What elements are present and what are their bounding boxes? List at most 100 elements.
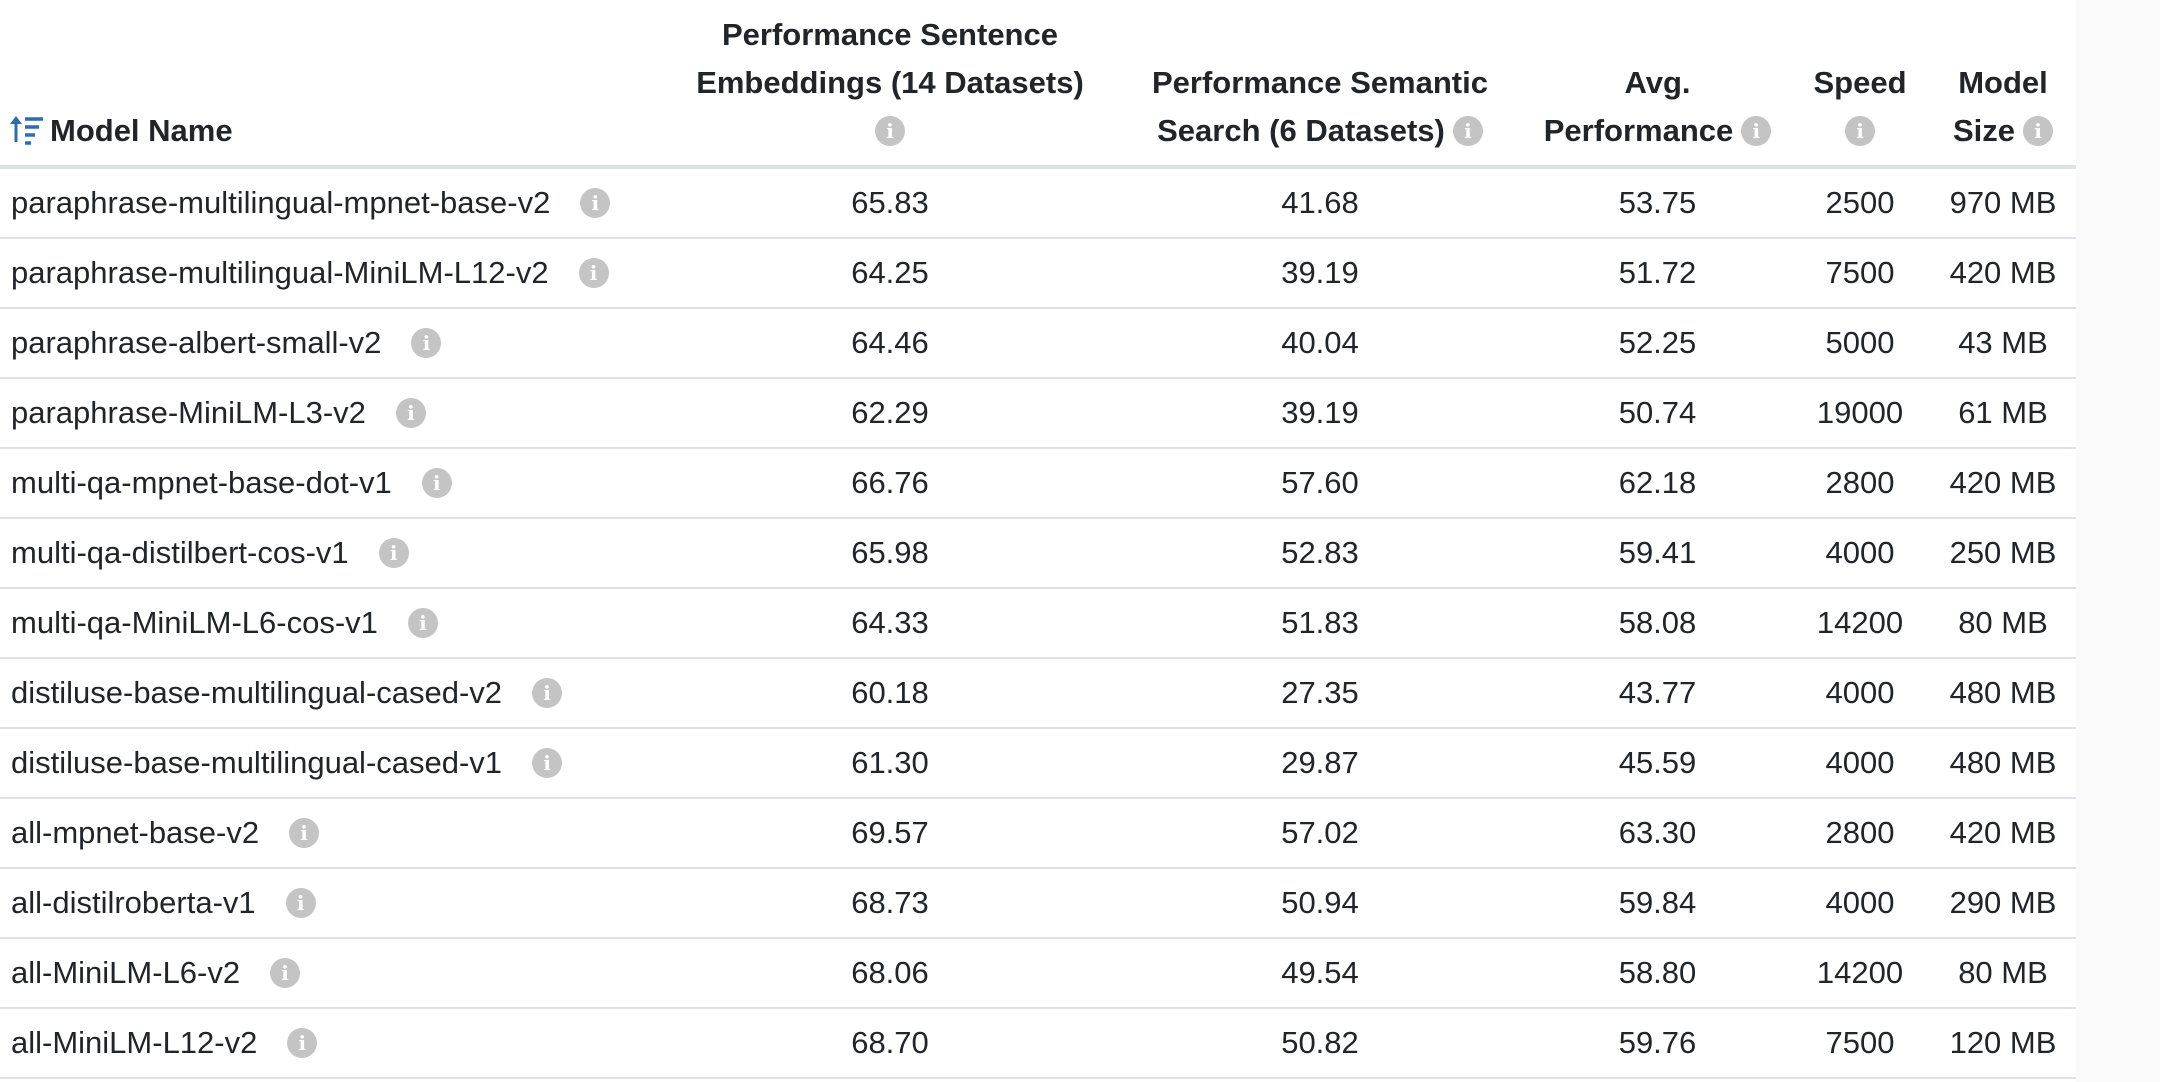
emb-cell: 68.73 — [665, 868, 1115, 939]
speed-cell: 2800 — [1790, 448, 1930, 519]
header-sem-line2: Search (6 Datasets) — [1157, 113, 1445, 148]
info-icon[interactable]: i — [1845, 115, 1875, 146]
speed-cell: 19000 — [1790, 378, 1930, 449]
info-icon[interactable]: i — [285, 887, 316, 918]
model-name: distiluse-base-multilingual-cased-v2 — [11, 675, 503, 710]
size-cell: 120 MB — [1930, 1008, 2076, 1079]
model-name: all-MiniLM-L6-v2 — [11, 955, 241, 990]
header-size-line1: Model — [1958, 65, 2048, 100]
model-name-cell: multi-qa-MiniLM-L6-cos-v1 i — [0, 588, 665, 659]
sem-cell: 51.83 — [1115, 588, 1525, 659]
avg-cell: 59.41 — [1525, 518, 1790, 589]
column-header-model-size[interactable]: Model Size i — [1930, 0, 2076, 169]
size-cell: 480 MB — [1930, 728, 2076, 799]
avg-cell: 59.84 — [1525, 868, 1790, 939]
header-speed-label: Speed — [1813, 65, 1907, 100]
avg-cell: 51.72 — [1525, 238, 1790, 309]
models-table: Model Name Performance Sentence Embeddin… — [0, 0, 2076, 1079]
model-name: all-MiniLM-L12-v2 — [11, 1025, 258, 1060]
column-header-model-name[interactable]: Model Name — [0, 0, 665, 169]
info-icon[interactable]: i — [2023, 115, 2054, 146]
speed-cell: 4000 — [1790, 658, 1930, 729]
emb-cell: 68.06 — [665, 938, 1115, 1009]
table-row: distiluse-base-multilingual-cased-v1 i 61… — [0, 728, 2076, 799]
sem-cell: 49.54 — [1115, 938, 1525, 1009]
avg-cell: 52.25 — [1525, 308, 1790, 379]
table-row: distiluse-base-multilingual-cased-v2 i 60… — [0, 658, 2076, 729]
info-icon[interactable]: i — [289, 817, 320, 848]
avg-cell: 63.30 — [1525, 798, 1790, 869]
avg-cell: 53.75 — [1525, 167, 1790, 239]
model-name-cell: paraphrase-multilingual-mpnet-base-v2 i — [0, 167, 665, 239]
emb-cell: 62.29 — [665, 378, 1115, 449]
table-row: multi-qa-mpnet-base-dot-v1 i 66.76 57.60 … — [0, 448, 2076, 519]
avg-cell: 59.76 — [1525, 1008, 1790, 1079]
column-header-speed[interactable]: Speed i — [1790, 0, 1930, 169]
header-avg-line1: Avg. — [1624, 65, 1691, 100]
size-cell: 61 MB — [1930, 378, 2076, 449]
info-icon[interactable]: i — [287, 1027, 318, 1058]
sem-cell: 57.60 — [1115, 448, 1525, 519]
model-name-cell: all-MiniLM-L6-v2 i — [0, 938, 665, 1009]
sem-cell: 29.87 — [1115, 728, 1525, 799]
table-row: paraphrase-albert-small-v2 i 64.46 40.04 … — [0, 308, 2076, 379]
info-icon[interactable]: i — [532, 747, 563, 778]
column-header-sentence-embeddings[interactable]: Performance Sentence Embeddings (14 Data… — [665, 0, 1115, 169]
column-header-avg-performance[interactable]: Avg. Performance i — [1525, 0, 1790, 169]
model-name-cell: distiluse-base-multilingual-cased-v2 i — [0, 658, 665, 729]
model-name-cell: distiluse-base-multilingual-cased-v1 i — [0, 728, 665, 799]
info-icon[interactable]: i — [532, 677, 563, 708]
info-icon[interactable]: i — [1452, 115, 1483, 146]
header-emb-line2: Embeddings (14 Datasets) — [696, 65, 1084, 100]
table-row: all-MiniLM-L6-v2 i 68.06 49.54 58.80 1420… — [0, 938, 2076, 1009]
model-name: paraphrase-multilingual-mpnet-base-v2 — [11, 185, 551, 220]
info-icon[interactable]: i — [578, 257, 609, 288]
info-icon[interactable]: i — [421, 467, 452, 498]
info-icon[interactable]: i — [1741, 115, 1772, 146]
info-icon[interactable]: i — [407, 607, 438, 638]
sem-cell: 50.82 — [1115, 1008, 1525, 1079]
model-name-cell: multi-qa-distilbert-cos-v1 i — [0, 518, 665, 589]
avg-cell: 58.80 — [1525, 938, 1790, 1009]
speed-cell: 7500 — [1790, 1008, 1930, 1079]
info-icon[interactable]: i — [580, 187, 611, 218]
info-icon[interactable]: i — [395, 397, 426, 428]
info-icon[interactable]: i — [270, 957, 301, 988]
size-cell: 290 MB — [1930, 868, 2076, 939]
sem-cell: 52.83 — [1115, 518, 1525, 589]
model-name: paraphrase-multilingual-MiniLM-L12-v2 — [11, 255, 549, 290]
model-name-cell: all-MiniLM-L12-v2 i — [0, 1008, 665, 1079]
size-cell: 480 MB — [1930, 658, 2076, 729]
size-cell: 420 MB — [1930, 238, 2076, 309]
table-row: multi-qa-MiniLM-L6-cos-v1 i 64.33 51.83 5… — [0, 588, 2076, 659]
avg-cell: 45.59 — [1525, 728, 1790, 799]
emb-cell: 66.76 — [665, 448, 1115, 519]
table-header: Model Name Performance Sentence Embeddin… — [0, 0, 2076, 169]
avg-cell: 58.08 — [1525, 588, 1790, 659]
header-size-line2: Size — [1952, 113, 2016, 148]
speed-cell: 4000 — [1790, 518, 1930, 589]
model-name: paraphrase-albert-small-v2 — [11, 325, 382, 360]
emb-cell: 64.25 — [665, 238, 1115, 309]
emb-cell: 64.46 — [665, 308, 1115, 379]
model-name: all-mpnet-base-v2 — [11, 815, 260, 850]
sem-cell: 40.04 — [1115, 308, 1525, 379]
size-cell: 250 MB — [1930, 518, 2076, 589]
info-icon[interactable]: i — [875, 115, 905, 146]
size-cell: 970 MB — [1930, 167, 2076, 239]
table-row: paraphrase-multilingual-mpnet-base-v2 i 6… — [0, 167, 2076, 239]
info-icon[interactable]: i — [411, 327, 442, 358]
model-name: distiluse-base-multilingual-cased-v1 — [11, 745, 503, 780]
size-cell: 420 MB — [1930, 798, 2076, 869]
header-sem-line1: Performance Semantic — [1152, 65, 1488, 100]
model-name: paraphrase-MiniLM-L3-v2 — [11, 395, 366, 430]
table-row: paraphrase-multilingual-MiniLM-L12-v2 i 6… — [0, 238, 2076, 309]
info-icon[interactable]: i — [378, 537, 409, 568]
model-name: multi-qa-MiniLM-L6-cos-v1 — [11, 605, 378, 640]
sort-ascending-icon[interactable] — [10, 114, 44, 146]
column-header-semantic-search[interactable]: Performance Semantic Search (6 Datasets)… — [1115, 0, 1525, 169]
size-cell: 80 MB — [1930, 938, 2076, 1009]
size-cell: 43 MB — [1930, 308, 2076, 379]
emb-cell: 68.70 — [665, 1008, 1115, 1079]
header-emb-line1: Performance Sentence — [722, 17, 1058, 52]
